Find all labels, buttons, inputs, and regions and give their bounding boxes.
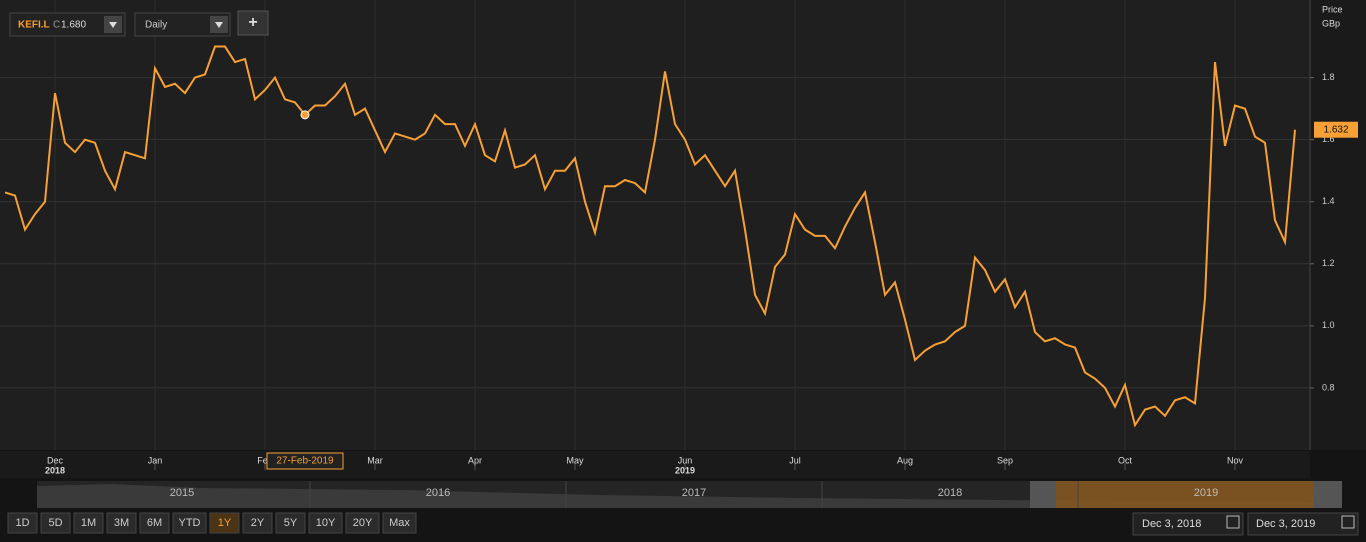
price-line: [4, 45, 1296, 428]
x-tick-label: Dec: [47, 455, 64, 465]
interval-box[interactable]: [134, 12, 231, 37]
axis-unit: GBp: [1322, 18, 1340, 28]
calendar-icon[interactable]: [1341, 515, 1355, 529]
range-button[interactable]: [345, 512, 380, 534]
navigator-area: [37, 484, 1342, 508]
range-button-label: Max: [389, 517, 410, 529]
x-tick-label: Apr: [468, 455, 482, 465]
dropdown-arrow: [215, 22, 223, 28]
x-tick-label: Jan: [148, 455, 163, 465]
navigator-handle[interactable]: [1314, 481, 1342, 508]
crosshair-date: 27-Feb-2019: [276, 456, 334, 467]
range-button-label: 20Y: [353, 517, 373, 529]
x-tick-label: May: [566, 455, 584, 465]
range-button[interactable]: [139, 512, 170, 534]
y-tick-label: 1.0: [1322, 320, 1335, 330]
crosshair-date-box: [266, 452, 344, 470]
range-button-label: 5D: [48, 517, 62, 529]
range-button-label: 2Y: [251, 517, 265, 529]
x-tick-label: Nov: [1227, 455, 1244, 465]
navigator-year: 2017: [682, 487, 706, 499]
navigator-labels: 2015 2016 2017 2018 2019: [170, 481, 1218, 508]
navigator-year: 2019: [1194, 487, 1218, 499]
range-button-label: 5Y: [284, 517, 298, 529]
range-button[interactable]: [308, 512, 343, 534]
date-to: Dec 3, 2019: [1256, 518, 1315, 530]
axis-title: Price: [1322, 4, 1343, 14]
x-tick-label: Feb: [257, 455, 273, 465]
range-button[interactable]: [172, 512, 207, 534]
x-year-label: 2018: [45, 465, 65, 475]
plot-area: [0, 0, 1310, 450]
calendar-icon[interactable]: [1226, 515, 1240, 529]
date-from-box[interactable]: [1132, 512, 1244, 536]
x-tick-label: Mar: [367, 455, 383, 465]
range-button[interactable]: [40, 512, 71, 534]
range-button[interactable]: [73, 512, 104, 534]
last-value-label: 1.632: [1323, 124, 1348, 135]
y-tick-label: 1.6: [1322, 134, 1335, 144]
range-button-label: 1Y: [218, 517, 232, 529]
add-button[interactable]: [237, 10, 269, 36]
close-price: 1.680: [61, 20, 86, 31]
crosshair-point: [300, 110, 310, 120]
range-button-label: 10Y: [316, 517, 336, 529]
range-button-label: 3M: [114, 517, 129, 529]
navigator-selection[interactable]: [1056, 481, 1314, 508]
y-axis-area: [1310, 0, 1366, 450]
y-tick-label: 1.2: [1322, 258, 1335, 268]
add-label: +: [248, 14, 257, 31]
navigator-handle[interactable]: [1030, 481, 1056, 508]
range-button-label: 6M: [147, 517, 162, 529]
y-tick-label: 1.4: [1322, 196, 1335, 206]
range-button[interactable]: [7, 512, 38, 534]
range-button[interactable]: [209, 512, 240, 534]
x-tick-label: Oct: [1118, 455, 1133, 465]
range-button[interactable]: [242, 512, 273, 534]
dropdown-arrow: [109, 22, 117, 28]
x-tick-label: Jul: [789, 455, 801, 465]
range-button-label: YTD: [179, 517, 201, 529]
x-tick-label: Sep: [997, 455, 1013, 465]
range-button[interactable]: [106, 512, 137, 534]
range-button-label: 1M: [81, 517, 96, 529]
range-button[interactable]: [382, 512, 417, 534]
navigator-year: 2016: [426, 487, 450, 499]
x-year-label: 2019: [675, 465, 695, 475]
range-buttons: 1D 5D 1M 3M 6M YTD 1Y 2Y 5Y 10Y 20Y Max: [7, 512, 417, 534]
navigator-year: 2018: [938, 487, 962, 499]
symbol-box[interactable]: [9, 12, 126, 37]
date-to-box[interactable]: [1247, 512, 1359, 536]
symbol: KEFI.L: [18, 20, 50, 31]
last-value-badge: [1314, 121, 1358, 138]
navigator-year: 2015: [170, 487, 194, 499]
close-prefix: C: [53, 20, 60, 31]
range-button-label: 1D: [15, 517, 29, 529]
y-tick-label: 0.8: [1322, 382, 1335, 392]
range-button[interactable]: [275, 512, 306, 534]
date-from: Dec 3, 2018: [1142, 518, 1201, 530]
interval: Daily: [145, 20, 167, 31]
y-tick-label: 1.8: [1322, 72, 1335, 82]
x-axis-area: [0, 451, 1310, 478]
x-tick-label: Aug: [897, 455, 913, 465]
x-tick-label: Jun: [678, 455, 693, 465]
